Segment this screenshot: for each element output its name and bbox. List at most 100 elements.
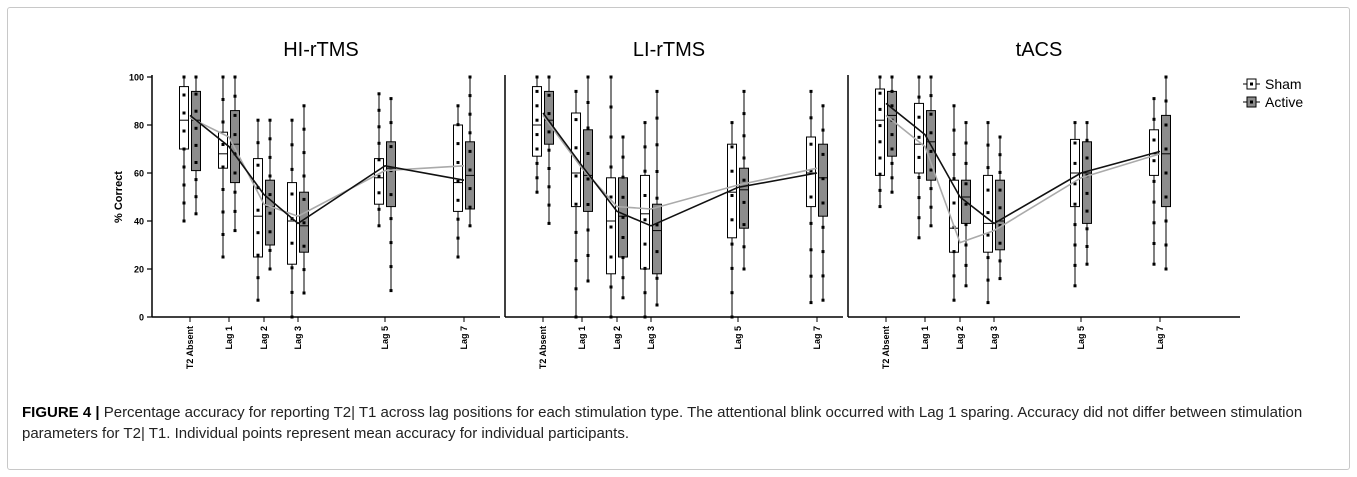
data-point <box>878 156 882 160</box>
data-point <box>809 248 813 252</box>
data-point <box>890 89 894 93</box>
data-point <box>986 143 990 147</box>
data-point <box>998 241 1002 245</box>
data-point <box>194 161 198 164</box>
data-point <box>964 263 968 267</box>
data-point <box>535 147 539 151</box>
data-point <box>233 133 237 137</box>
data-point <box>621 135 625 139</box>
data-point <box>535 133 539 137</box>
data-point <box>655 196 659 200</box>
data-point <box>809 301 813 305</box>
data-point <box>574 230 578 234</box>
data-point <box>929 205 933 209</box>
data-point <box>986 211 990 215</box>
box-sham <box>727 143 737 239</box>
data-point <box>929 75 933 79</box>
data-point <box>821 225 825 229</box>
data-point <box>1073 202 1077 206</box>
data-point <box>1085 138 1089 142</box>
data-point <box>998 188 1002 192</box>
data-point <box>535 75 539 79</box>
data-point <box>535 161 539 165</box>
data-point <box>878 75 882 79</box>
data-point <box>194 212 198 216</box>
data-point <box>290 143 294 147</box>
data-point <box>809 116 813 120</box>
data-point <box>1073 263 1077 267</box>
data-point <box>952 274 956 278</box>
data-point <box>389 217 393 221</box>
data-point <box>655 223 659 227</box>
data-point <box>655 116 659 120</box>
data-point <box>574 287 578 291</box>
data-point <box>998 259 1002 263</box>
data-point <box>986 233 990 237</box>
data-point <box>821 177 825 181</box>
data-point <box>609 135 613 139</box>
data-point <box>643 315 647 319</box>
data-point <box>302 104 306 108</box>
data-point <box>609 285 613 289</box>
data-point <box>586 228 590 232</box>
box-sham <box>453 124 463 212</box>
data-point <box>256 163 260 167</box>
data-point <box>964 243 968 247</box>
mean-line-active <box>189 114 465 225</box>
data-point <box>821 201 825 205</box>
data-point <box>1164 75 1168 79</box>
data-point <box>1073 161 1077 165</box>
data-point <box>547 167 551 170</box>
data-point <box>233 171 237 175</box>
data-point <box>917 176 921 179</box>
data-point <box>377 92 381 96</box>
data-point <box>535 89 539 93</box>
data-point <box>268 118 272 122</box>
data-point <box>952 298 956 302</box>
data-point <box>290 167 294 171</box>
data-point <box>655 143 659 147</box>
data-point <box>917 196 921 200</box>
data-point <box>643 145 647 149</box>
data-point <box>456 142 460 146</box>
data-point <box>964 223 968 227</box>
data-point <box>456 236 460 240</box>
data-point <box>302 268 306 272</box>
data-point <box>1152 97 1156 101</box>
data-point <box>878 91 882 95</box>
data-point <box>182 111 186 115</box>
data-point <box>621 276 625 280</box>
panel-title: HI-rTMS <box>283 39 359 61</box>
data-point <box>643 242 647 246</box>
data-point <box>1164 123 1168 127</box>
data-point <box>929 224 933 228</box>
data-point <box>742 89 746 93</box>
data-point <box>643 218 647 222</box>
data-point <box>742 245 746 249</box>
data-point <box>268 230 272 234</box>
data-point <box>377 191 381 195</box>
data-point <box>1164 99 1168 103</box>
data-point <box>586 126 590 130</box>
data-point <box>621 175 625 179</box>
data-point <box>998 224 1002 227</box>
data-point <box>377 158 381 162</box>
data-point <box>194 195 198 199</box>
figure-chart: % Correct 0 20 40 60 80 100 HI-rTMS T2 Absent Lag… <box>113 39 1303 369</box>
legend-point <box>1250 100 1253 104</box>
data-point <box>233 75 237 79</box>
panel-title: LI-rTMS <box>633 39 705 61</box>
data-point <box>929 131 933 135</box>
data-point <box>256 118 260 122</box>
data-point <box>456 179 460 183</box>
data-point <box>456 123 460 127</box>
data-point <box>456 161 460 164</box>
data-point <box>809 221 813 225</box>
data-point <box>1152 221 1156 225</box>
data-point <box>389 145 393 149</box>
data-point <box>655 303 659 307</box>
y-tick-label: 20 <box>134 265 144 275</box>
data-point <box>1085 209 1089 213</box>
data-point <box>986 301 990 305</box>
data-point <box>574 146 578 150</box>
